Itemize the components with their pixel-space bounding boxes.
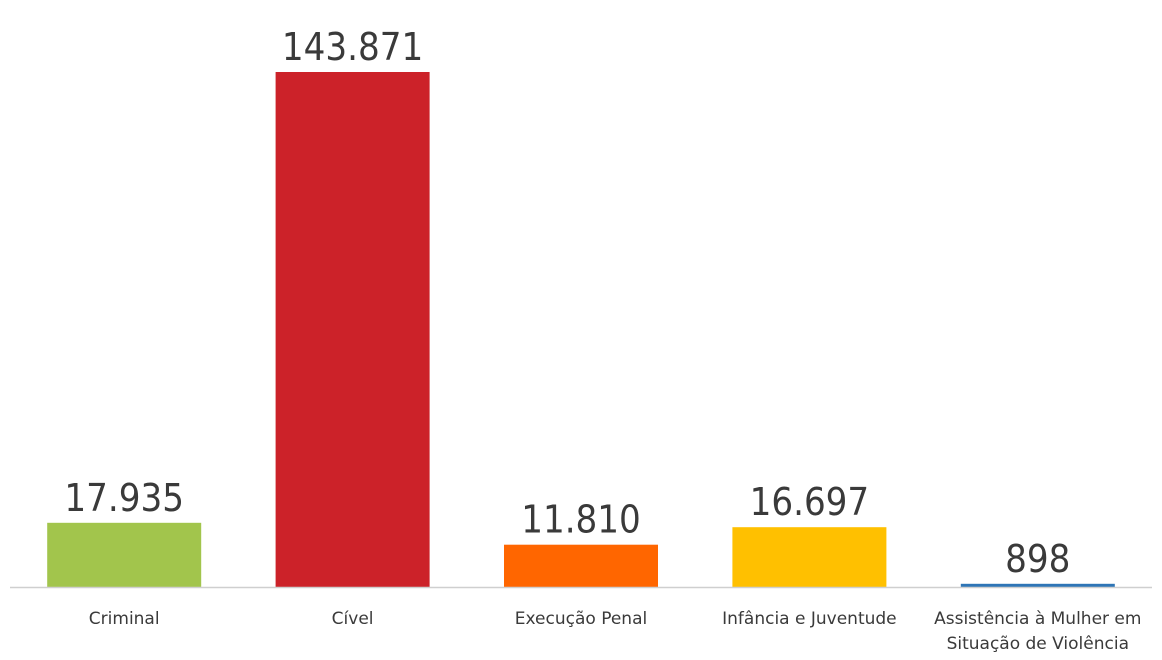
bar-execucao-penal xyxy=(504,544,658,587)
tick-label-civel: Cível xyxy=(332,609,374,629)
data-label-execucao-penal: 11.810 xyxy=(521,498,641,542)
data-label-civel: 143.871 xyxy=(282,25,423,69)
tick-label-line: Assistência à Mulher em xyxy=(934,609,1141,629)
tick-label-line: Execução Penal xyxy=(515,609,647,629)
tick-label-line: Situação de Violência xyxy=(947,634,1129,654)
bar-infancia-e-juventude xyxy=(732,527,887,587)
bar-assistencia-a-mulher-em-situacao-de-violencia xyxy=(960,583,1115,587)
tick-label-line: Cível xyxy=(332,609,374,629)
data-label-infancia-e-juventude: 16.697 xyxy=(750,480,870,524)
bar-civel xyxy=(275,72,430,587)
tick-label-execucao-penal: Execução Penal xyxy=(515,609,647,629)
data-label-criminal: 17.935 xyxy=(64,476,184,520)
value-labels-group: 17.935 143.871 11.810 16.697 898 xyxy=(64,25,1070,581)
x-axis-tick-labels: Criminal Cível Execução Penal Infância e Ju… xyxy=(89,609,1142,654)
tick-label-criminal: Criminal xyxy=(89,609,160,629)
data-label-assistencia-a-mulher-em-situacao-de-violencia: 898 xyxy=(1005,537,1070,581)
bars-group xyxy=(47,72,1115,587)
tick-label-line: Infância e Juventude xyxy=(722,609,897,629)
tick-label-infancia-e-juventude: Infância e Juventude xyxy=(722,609,897,629)
bar-criminal xyxy=(47,522,202,587)
tick-label-line: Criminal xyxy=(89,609,160,629)
tick-label-assistencia-a-mulher-em-situacao-de-violencia: Assistência à Mulher em Situação de Violê… xyxy=(934,609,1141,654)
